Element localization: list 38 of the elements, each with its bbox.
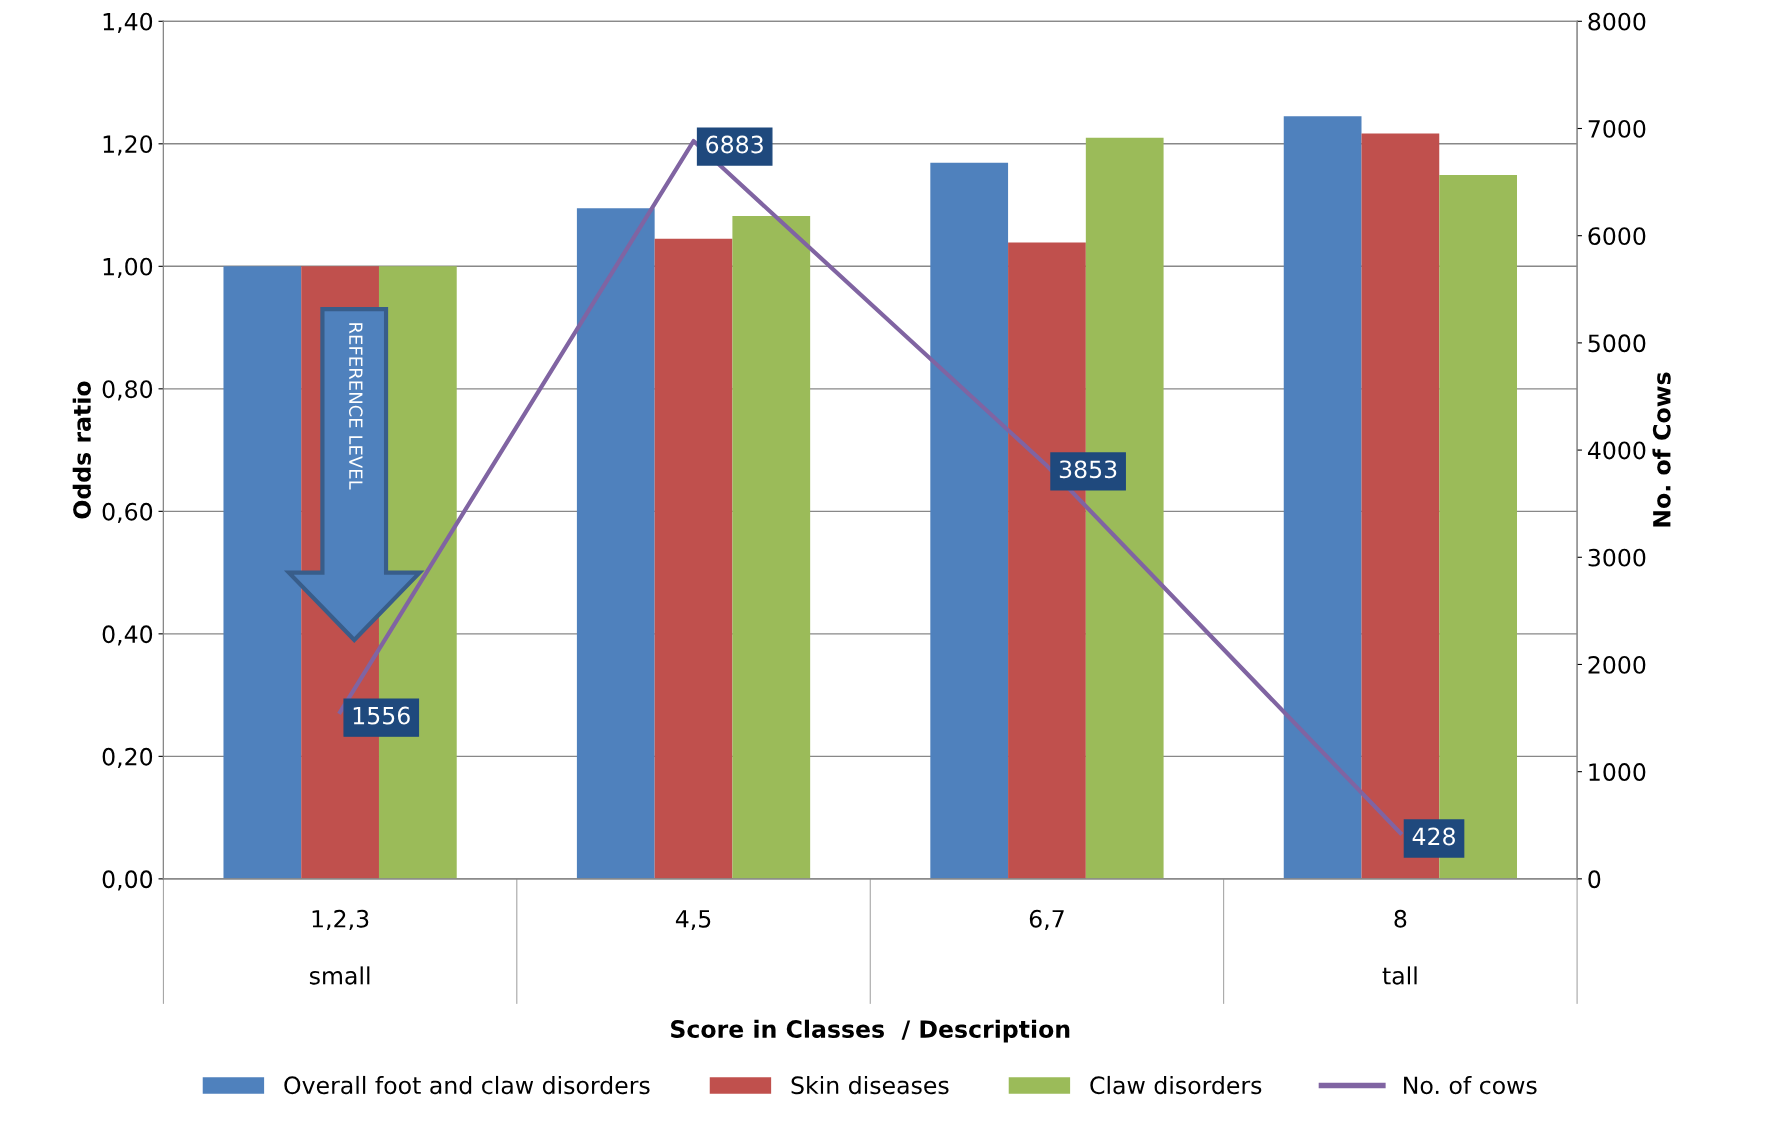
- legend-label: Skin diseases: [791, 1075, 949, 1095]
- y2-tick-label: 0: [1588, 870, 1601, 889]
- y-tick-label: 0,40: [102, 625, 153, 646]
- bar: [1283, 116, 1362, 879]
- bar: [930, 162, 1009, 879]
- category-label: 1,2,3 small: [309, 909, 370, 985]
- y2-tick-label: 1000: [1589, 763, 1646, 781]
- bar: [654, 238, 733, 879]
- y2-tick-label: 7000: [1588, 119, 1646, 138]
- y-axis-title: Odds ratio: [72, 381, 91, 519]
- y2-tick-label: 6000: [1588, 227, 1646, 245]
- y2-tick-label: 5000: [1588, 334, 1646, 353]
- y2-tick-label: 8000: [1588, 12, 1646, 31]
- y-tick-label: 1,00: [103, 257, 153, 279]
- bar: [732, 216, 811, 879]
- y-tick-label: 0,80: [102, 380, 153, 401]
- data-label: 1556: [353, 706, 410, 725]
- data-label: 3853: [1059, 460, 1117, 479]
- y-tick-label: 1,40: [103, 12, 153, 34]
- y2-axis-title: No. of Cows: [1652, 372, 1671, 527]
- y2-tick-label: 2000: [1588, 655, 1646, 674]
- y2-tick-label: 3000: [1588, 548, 1646, 567]
- y-tick-label: 0,20: [102, 747, 153, 769]
- annotation: REFERENCE LEVEL: [349, 323, 363, 490]
- legend-label: Claw disorders: [1090, 1075, 1262, 1095]
- legend-label: Overall foot and claw disorders: [284, 1075, 650, 1095]
- y-tick-label: 1,20: [103, 135, 153, 156]
- y2-tick-label: 4000: [1587, 441, 1646, 460]
- y-tick-label: 0,60: [102, 502, 153, 524]
- legend-label: No. of cows: [1404, 1075, 1537, 1095]
- category-label: 8 tall: [1382, 909, 1417, 985]
- x-tick-label: 4,5: [675, 910, 711, 931]
- y-tick-label: 0,00: [102, 870, 153, 891]
- x-axis-title: Score in Classes / Description: [671, 1019, 1070, 1043]
- data-label: 428: [1412, 827, 1455, 846]
- bar: [576, 208, 655, 879]
- x-tick-label: 6,7: [1029, 909, 1064, 931]
- data-label: 6883: [706, 135, 763, 154]
